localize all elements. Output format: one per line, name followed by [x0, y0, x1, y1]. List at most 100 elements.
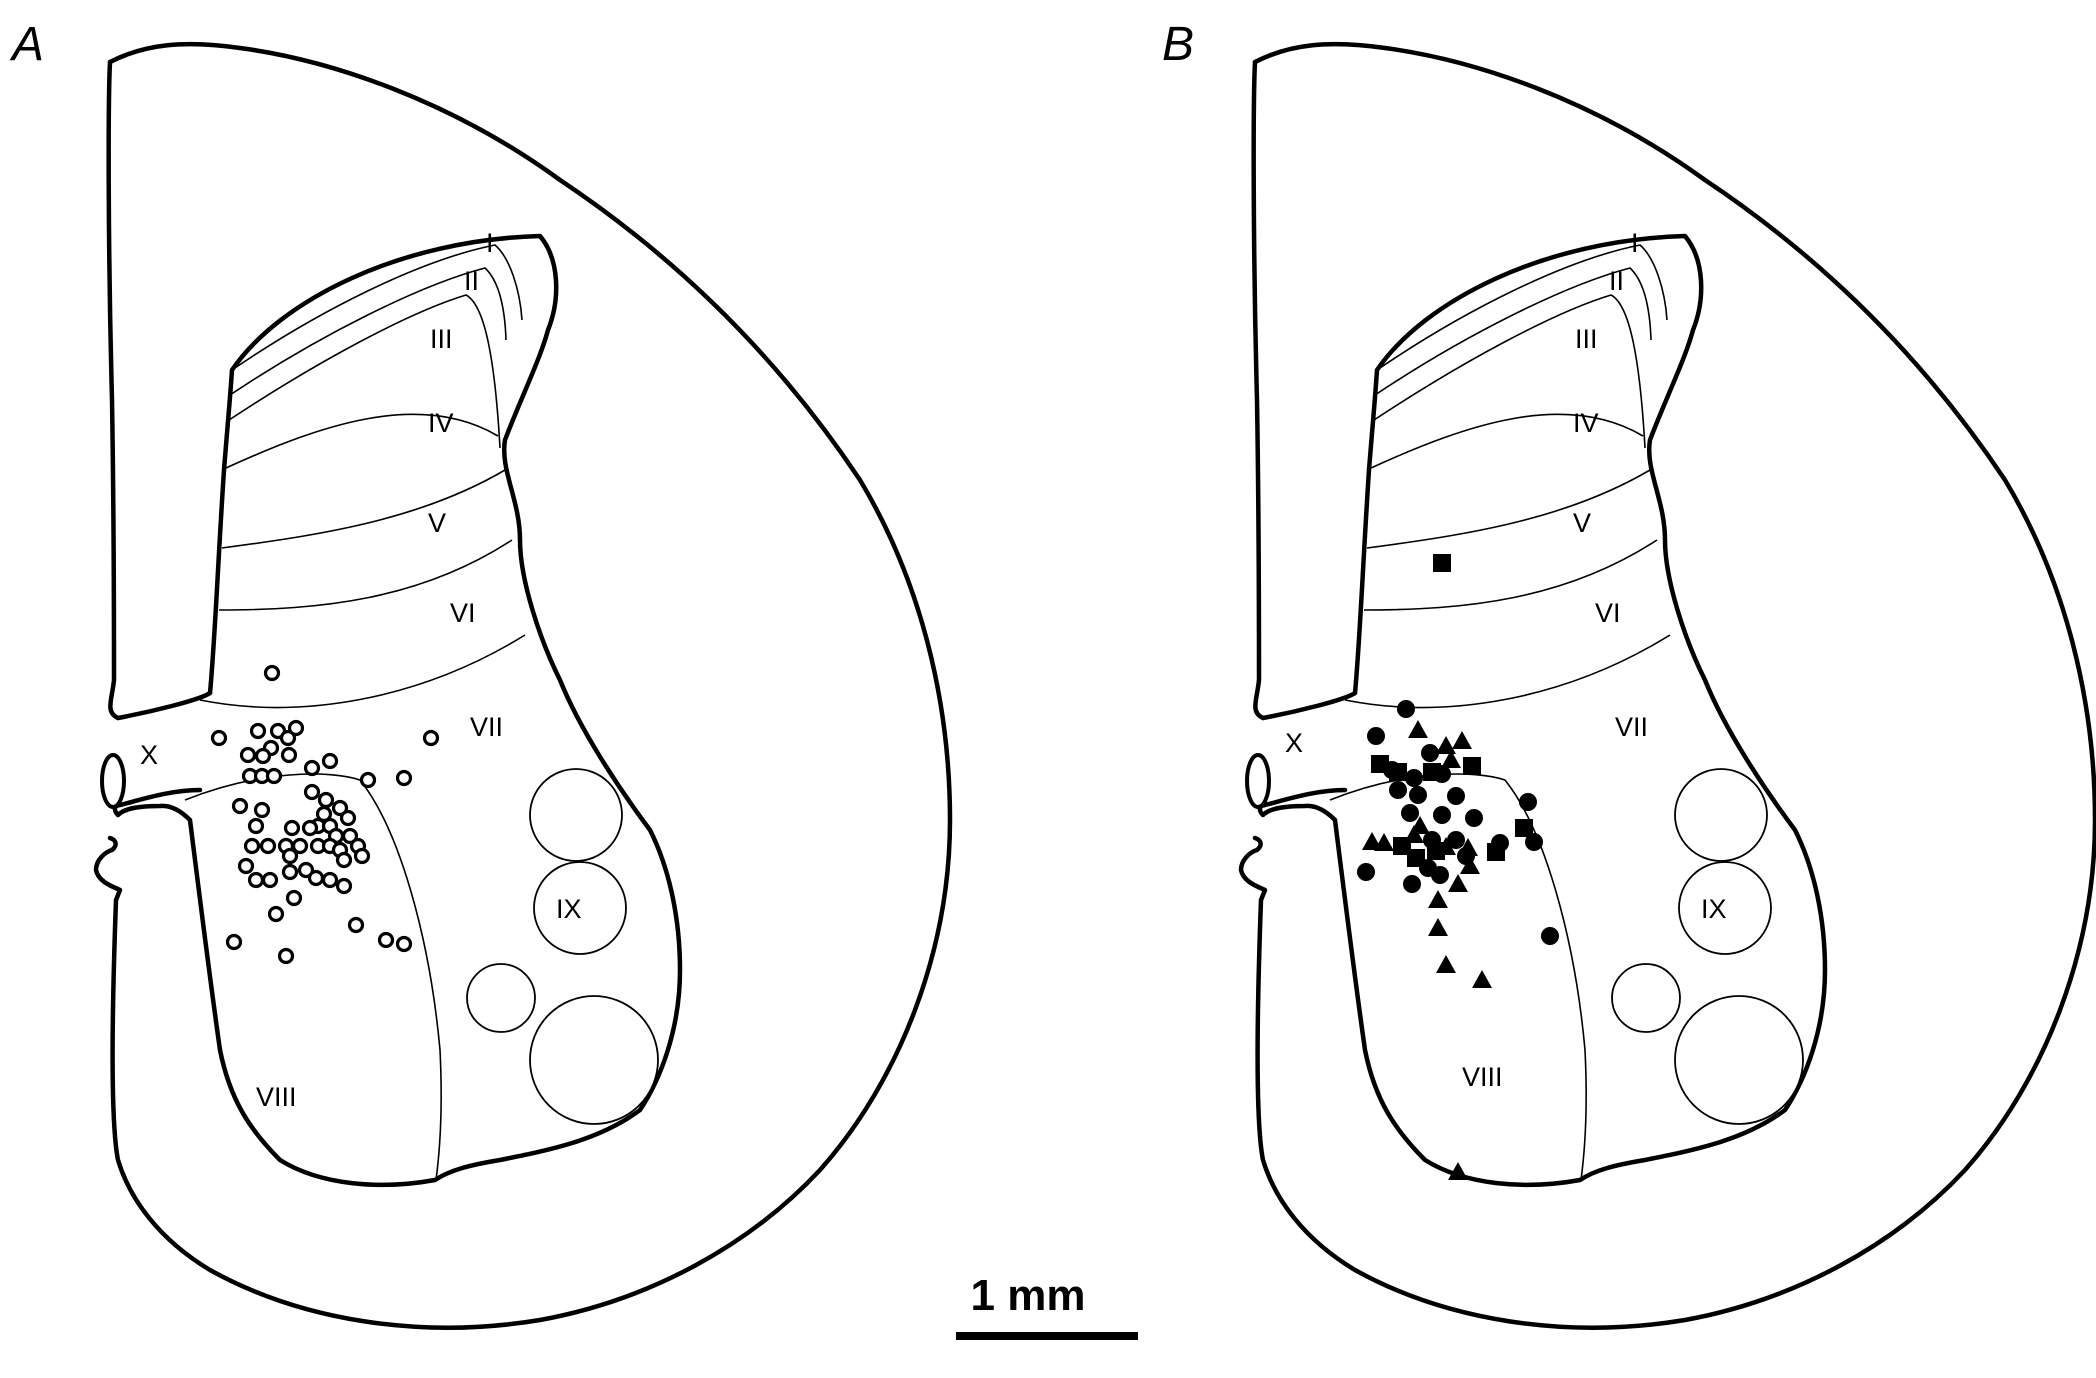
filled-triangle-cell	[1472, 970, 1492, 988]
filled-circle-cell	[1541, 927, 1559, 945]
open-circle-cell	[253, 801, 271, 819]
open-circle-cell	[307, 869, 325, 887]
filled-triangle-cell	[1448, 874, 1468, 892]
open-circle-cell	[277, 947, 295, 965]
open-circle-cell	[339, 809, 357, 827]
open-circle-cell	[359, 771, 377, 789]
filled-square-cell	[1407, 849, 1425, 867]
panel-b-filled-marker-cells	[1357, 554, 1559, 1180]
lamina-I-label: I	[486, 228, 494, 258]
filled-triangle-cell	[1436, 955, 1456, 973]
filled-circle-cell	[1389, 781, 1407, 799]
open-circle-cell	[261, 871, 279, 889]
filled-triangle-cell	[1448, 1162, 1468, 1180]
open-circle-cell	[225, 933, 243, 951]
lamina-IX-label: IX	[1701, 894, 1727, 924]
filled-triangle-cell	[1458, 838, 1478, 856]
lamina-IX-label: IX	[556, 894, 582, 924]
filled-circle-cell	[1431, 866, 1449, 884]
open-circle-cell	[239, 746, 257, 764]
lamina-VI-label: VI	[450, 598, 476, 628]
filled-circle-cell	[1401, 804, 1419, 822]
filled-triangle-cell	[1408, 720, 1428, 738]
filled-triangle-cell	[1428, 890, 1448, 908]
filled-triangle-cell	[1436, 736, 1456, 754]
open-circle-cell	[281, 863, 299, 881]
filled-square-cell	[1433, 554, 1451, 572]
lamina-X-label: X	[1285, 728, 1303, 758]
open-circle-cell	[285, 889, 303, 907]
panel-b-lamina-labels: I II III IV V VI VII VIII IX X	[1285, 228, 1727, 1092]
open-circle-cell	[321, 871, 339, 889]
open-circle-cell	[287, 719, 305, 737]
filled-circle-cell	[1465, 809, 1483, 827]
filled-triangle-cell	[1460, 856, 1480, 874]
lamina-VIII-label: VIII	[1462, 1062, 1503, 1092]
scale-bar-line	[956, 1332, 1138, 1340]
panel-b: B I II III IV V VI VII VIII IX X	[1162, 18, 2095, 1328]
open-circle-cell	[243, 837, 261, 855]
open-circle-cell	[231, 797, 249, 815]
filled-circle-cell	[1409, 786, 1427, 804]
filled-circle-cell	[1397, 700, 1415, 718]
filled-circle-cell	[1405, 769, 1423, 787]
filled-triangle-cell	[1441, 750, 1461, 768]
open-circle-cell	[335, 877, 353, 895]
open-circle-cell	[331, 799, 349, 817]
lamina-VI-label: VI	[1595, 598, 1621, 628]
open-circle-cell	[281, 847, 299, 865]
lamina-I-label: I	[1631, 228, 1639, 258]
filled-square-cell	[1463, 757, 1481, 775]
lamina-III-label: III	[1575, 324, 1598, 354]
open-circle-cell	[301, 819, 319, 837]
lamina-IV-label: IV	[1573, 408, 1599, 438]
open-circle-cell	[315, 805, 333, 823]
open-circle-cell	[254, 747, 272, 765]
lamina-IV-label: IV	[428, 408, 454, 438]
filled-circle-cell	[1403, 875, 1421, 893]
filled-triangle-cell	[1362, 832, 1382, 850]
panel-b-label: B	[1162, 18, 1194, 71]
open-circle-cell	[321, 752, 339, 770]
filled-circle-cell	[1447, 831, 1465, 849]
panel-a-lamina-labels: I II III IV V VI VII VIII IX X	[140, 228, 582, 1112]
open-circle-cell	[249, 722, 267, 740]
open-circle-cell	[303, 783, 321, 801]
open-circle-cell	[283, 819, 301, 837]
filled-triangle-cell	[1410, 816, 1430, 834]
filled-triangle-cell	[1428, 918, 1448, 936]
lamina-VIII-label: VIII	[256, 1082, 297, 1112]
lamina-V-label: V	[428, 508, 446, 538]
filled-circle-cell	[1421, 744, 1439, 762]
filled-circle-cell	[1433, 806, 1451, 824]
open-circle-cell	[353, 847, 371, 865]
filled-circle-cell	[1447, 787, 1465, 805]
filled-square-cell	[1427, 842, 1445, 860]
open-circle-cell	[395, 935, 413, 953]
scale-bar-label: 1 mm	[971, 1271, 1086, 1320]
panel-a-hemicord-outline	[96, 44, 950, 1328]
open-circle-cell	[247, 871, 265, 889]
lamina-V-label: V	[1573, 508, 1591, 538]
open-circle-cell	[341, 827, 359, 845]
open-circle-cell	[279, 729, 297, 747]
open-circle-cell	[347, 916, 365, 934]
panel-a-open-circle-cells	[210, 664, 440, 965]
panel-a: A I II III IV V VI VII VIII IX X	[9, 18, 950, 1328]
open-circle-cell	[237, 857, 255, 875]
lamina-VII-label: VII	[470, 712, 503, 742]
filled-circle-cell	[1525, 833, 1543, 851]
filled-square-cell	[1393, 837, 1411, 855]
open-circle-cell	[280, 746, 298, 764]
lamina-III-label: III	[430, 324, 453, 354]
open-circle-cell	[210, 729, 228, 747]
filled-triangle-cell	[1452, 731, 1472, 749]
lamina-II-label: II	[1609, 266, 1624, 296]
open-circle-cell	[291, 837, 309, 855]
filled-circle-cell	[1357, 863, 1375, 881]
open-circle-cell	[263, 664, 281, 682]
open-circle-cell	[267, 905, 285, 923]
open-circle-cell	[297, 861, 315, 879]
open-circle-cell	[335, 851, 353, 869]
